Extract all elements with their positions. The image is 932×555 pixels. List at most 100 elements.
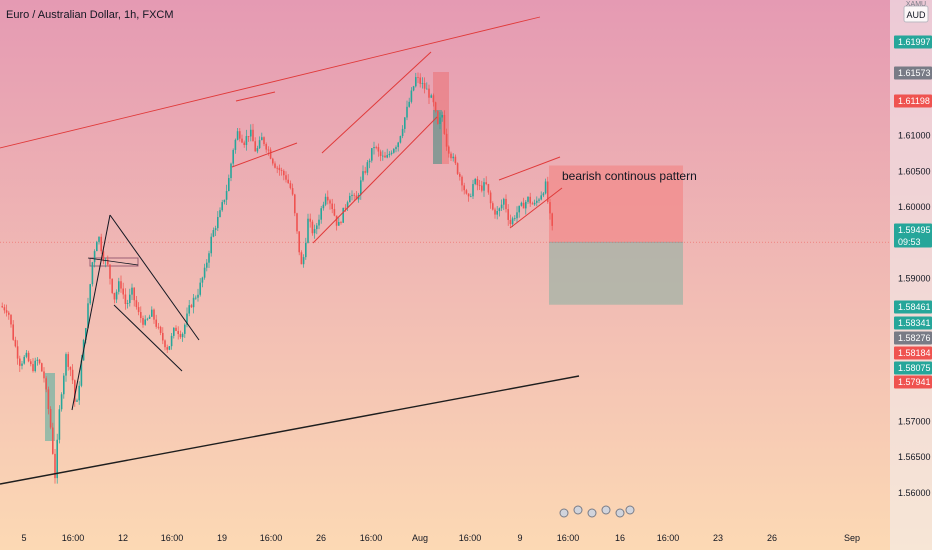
y-tick-label: 1.57000 — [898, 416, 931, 426]
candle — [1, 302, 3, 308]
candle — [78, 381, 80, 405]
candle — [542, 192, 545, 198]
candle — [507, 204, 509, 226]
candle — [162, 327, 164, 345]
candle — [12, 320, 14, 341]
candle — [232, 148, 234, 167]
candle — [168, 345, 171, 351]
candle — [32, 358, 34, 373]
candle — [45, 376, 47, 393]
candle — [410, 87, 413, 104]
candle — [252, 123, 254, 142]
event-icon[interactable] — [587, 508, 597, 518]
take-profit-zone[interactable] — [549, 242, 683, 305]
candle — [551, 212, 553, 231]
candle — [331, 198, 333, 214]
channel-line-3[interactable] — [321, 51, 432, 154]
price-axis-panel[interactable] — [890, 0, 932, 550]
candle — [60, 392, 63, 412]
candle — [342, 207, 344, 223]
candle — [472, 179, 474, 200]
candle — [56, 433, 58, 484]
candle — [283, 169, 285, 181]
y-tick-label: 1.60000 — [898, 202, 931, 212]
candle — [333, 203, 336, 217]
x-tick-label: 16:00 — [360, 533, 383, 543]
candle — [351, 190, 353, 201]
candle — [430, 93, 432, 99]
candle — [355, 190, 358, 200]
candle — [27, 350, 30, 363]
event-icon[interactable] — [615, 508, 625, 518]
candle — [454, 154, 457, 166]
candle — [300, 250, 303, 265]
candle — [181, 332, 184, 342]
channel-line-2[interactable] — [231, 142, 298, 168]
candle — [157, 322, 160, 330]
candle — [362, 165, 364, 182]
x-tick-label: 16:00 — [459, 533, 482, 543]
candle — [529, 192, 531, 207]
x-tick-label: 16:00 — [161, 533, 184, 543]
chart-title: Euro / Australian Dollar, 1h, FXCM — [6, 9, 174, 21]
event-icon[interactable] — [559, 508, 569, 518]
candle — [498, 207, 501, 217]
candle — [448, 145, 450, 158]
candle — [122, 282, 124, 299]
candle — [476, 176, 479, 191]
event-icon[interactable] — [573, 505, 583, 515]
candle — [133, 287, 135, 307]
flag-line-2[interactable] — [109, 214, 200, 341]
flag-line-1[interactable] — [71, 214, 111, 411]
event-icon[interactable] — [625, 505, 635, 515]
events-icons[interactable] — [559, 505, 635, 518]
wedge-line-2[interactable] — [509, 187, 563, 229]
candle — [465, 188, 468, 195]
price-tag-label: 1.58341 — [898, 318, 931, 328]
x-tick-label: 16 — [615, 533, 625, 543]
candle — [353, 192, 355, 202]
channel-line-1[interactable] — [235, 91, 276, 102]
current-price-tag — [894, 223, 932, 248]
x-tick-label: 5 — [21, 533, 26, 543]
candle — [93, 249, 96, 268]
channel-line-4[interactable] — [312, 116, 438, 244]
candle — [256, 145, 259, 154]
candle — [245, 129, 248, 151]
y-tick-label: 1.60500 — [898, 166, 931, 176]
candle — [41, 362, 43, 372]
flag-line-3[interactable] — [113, 304, 183, 372]
candle — [267, 146, 270, 156]
upper-channel-line[interactable] — [0, 16, 541, 149]
price-tag-label: 1.61573 — [898, 68, 931, 78]
candle — [316, 222, 318, 235]
price-tag — [894, 375, 932, 389]
candle — [516, 206, 518, 223]
candle — [87, 297, 89, 329]
candle — [514, 215, 516, 221]
event-icon[interactable] — [601, 505, 611, 515]
currency-sub-label: XAMU — [906, 1, 926, 8]
candle — [404, 116, 406, 133]
candle — [527, 196, 529, 204]
candle — [487, 183, 490, 195]
candle — [230, 162, 232, 182]
candle — [406, 100, 408, 121]
flag-line-4[interactable] — [87, 257, 139, 266]
stop-loss-zone[interactable] — [549, 165, 683, 243]
bar-countdown: 09:53 — [898, 237, 921, 247]
pattern-annotation[interactable]: bearish continous pattern — [562, 169, 697, 183]
candle — [170, 332, 173, 350]
candle — [166, 344, 168, 353]
candle — [269, 147, 272, 160]
candle — [500, 199, 503, 212]
candle — [43, 367, 45, 383]
wedge-line-1[interactable] — [498, 156, 561, 181]
support-trend-line[interactable] — [0, 375, 580, 485]
currency-badge[interactable]: AUD XAMU — [903, 1, 929, 23]
candle — [511, 216, 514, 227]
candle — [5, 304, 8, 317]
price-tag — [894, 35, 932, 49]
